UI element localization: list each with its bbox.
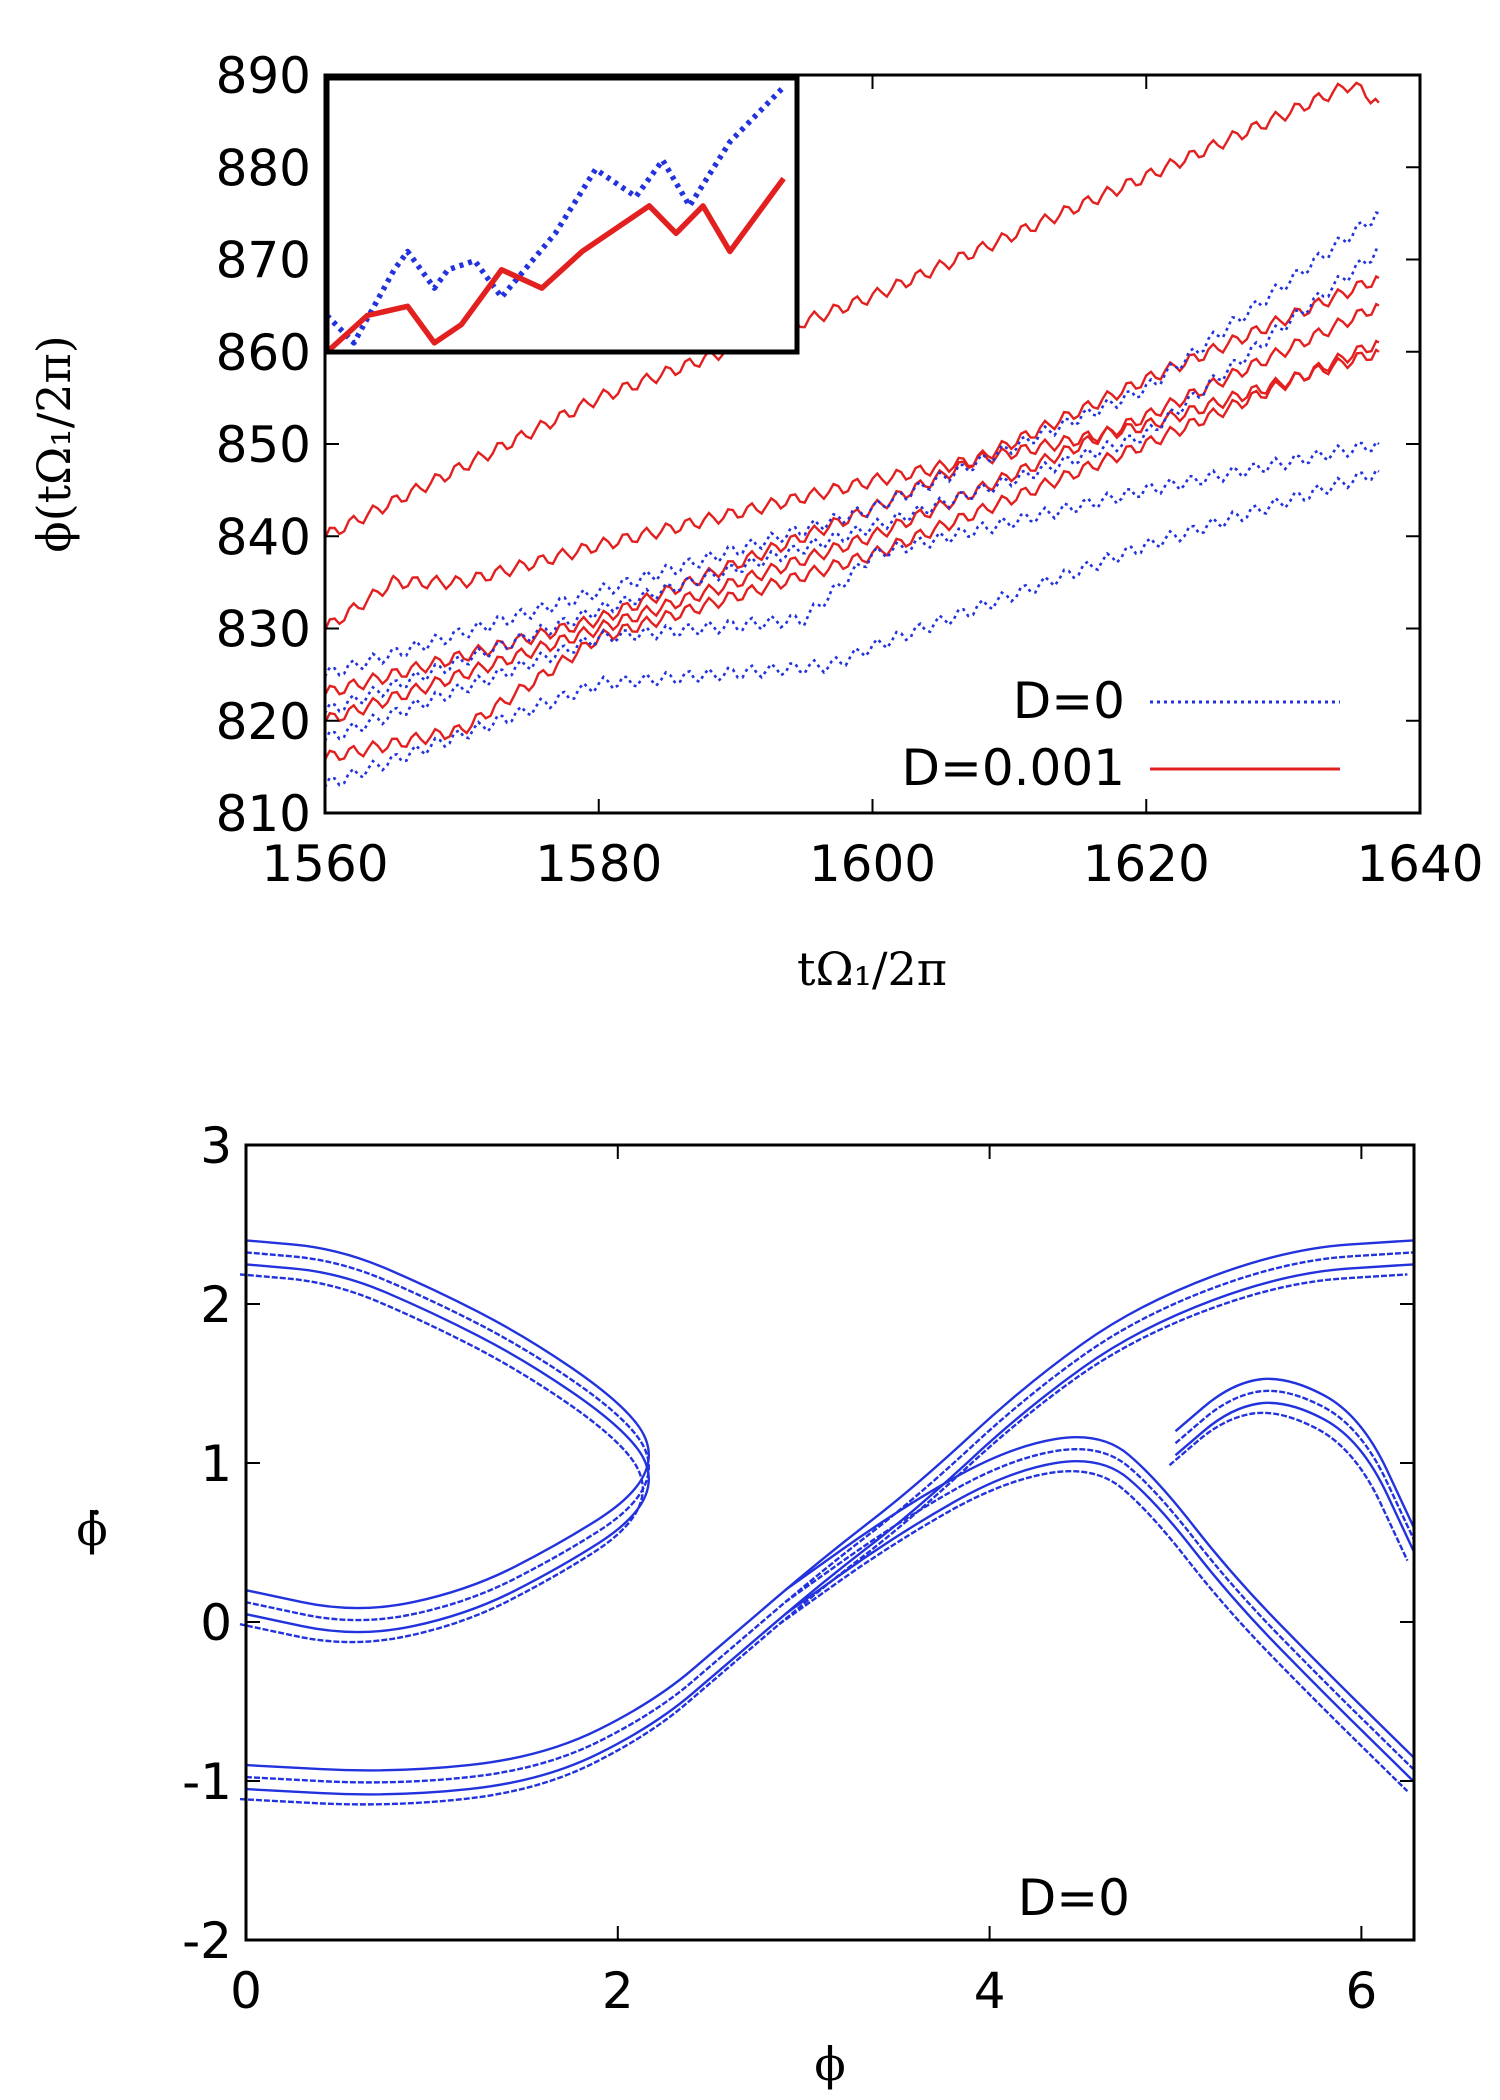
inset-frame [324,75,800,355]
top-x-ticks: 1560 1580 1600 1620 1640 [261,75,1484,893]
top-y-tick-label: 810 [216,785,311,843]
top-y-tick-label: 860 [216,324,311,382]
attractor-filament-3-2 [784,1448,1415,1771]
legend-label-d0: D=0 [1013,672,1125,730]
top-x-tick-label: 1620 [1083,835,1210,893]
bottom-y-ticks: -2 -1 0 1 2 3 [182,1117,1414,1970]
attractor-filament-2-1 [245,1239,650,1610]
series-d001-line-5 [323,339,1380,762]
legend-label-d001: D=0.001 [901,739,1125,797]
top-y-tick-label: 880 [216,139,311,197]
top-x-tick-label: 1560 [261,835,388,893]
top-y-tick-label: 890 [216,47,311,105]
attractor-filament-1-4 [239,1273,1408,1806]
bottom-x-tick-label: 4 [974,1962,1006,2020]
attractor-filament-4-1 [1174,1377,1415,1528]
series-d0-line-9 [323,467,1380,788]
attractor-filament-4-4 [1168,1411,1409,1562]
top-y-tick-label: 840 [216,508,311,566]
top-series-group [323,81,1380,788]
series-d001-line-1 [323,81,1380,539]
bottom-y-tick-label: 1 [200,1435,232,1493]
inset-chart [324,75,800,355]
series-d0-line-6 [323,211,1380,678]
top-y-tick-label: 820 [216,693,311,751]
bottom-y-tick-label: 2 [200,1276,232,1334]
attractor-filament-2-3 [245,1263,650,1634]
bottom-chart: 0 2 4 6 -2 -1 0 1 2 3 D=0 ϕ ϕ̇ [76,1117,1416,2091]
bottom-x-tick-label: 2 [602,1962,634,2020]
attractor-filament-4-3 [1174,1401,1415,1552]
inset-series-d001 [325,176,786,355]
attractor-filament-1-2 [245,1251,1414,1784]
top-chart: 1560 1580 1600 1620 1640 8108208308408508608… [27,47,1484,996]
attractor-filament-2-4 [239,1273,644,1644]
attractor-filament-3-3 [784,1460,1415,1783]
bottom-y-tick-label: -1 [182,1753,232,1811]
top-x-tick-label: 1640 [1356,835,1483,893]
attractor-filament-1-3 [245,1263,1414,1796]
bottom-y-tick-label: 3 [200,1117,232,1175]
top-x-axis-title: tΩ₁/2π [797,942,947,996]
bottom-annotation: D=0 [1018,1869,1130,1927]
top-y-ticks: 810 820 830 840 850 860 870 880 890 [216,47,1420,843]
top-y-tick-label: 830 [216,601,311,659]
inset-series-group [325,85,786,355]
top-y-axis-title: ϕ(tΩ₁/2π) [27,335,81,552]
bottom-x-tick-label: 0 [230,1962,262,2020]
attractor-filament-2-2 [245,1251,650,1622]
top-x-tick-label: 1580 [535,835,662,893]
bottom-plot-frame [244,1143,1416,1942]
attractor-filament-3-1 [784,1436,1415,1759]
attractor-filament-4-2 [1174,1389,1415,1540]
bottom-x-ticks: 0 2 4 6 [230,1145,1377,2020]
series-d0-line-7 [323,248,1380,714]
attractor-filament-3-4 [778,1470,1409,1793]
bottom-y-axis-title: ϕ̇ [76,1502,107,1556]
top-y-tick-label: 870 [216,232,311,290]
top-x-tick-label: 1600 [809,835,936,893]
bottom-x-axis-title: ϕ [814,2037,845,2091]
series-d001-line-2 [323,348,1380,631]
bottom-y-tick-label: 0 [200,1594,232,1652]
legend: D=0 D=0.001 [901,672,1340,797]
bottom-y-tick-label: -2 [182,1912,232,1970]
inset-series-d0 [325,85,786,346]
series-d0-line-8 [323,439,1380,742]
bottom-x-tick-label: 6 [1345,1962,1377,2020]
bottom-series-group [239,1239,1415,1806]
top-y-tick-label: 850 [216,416,311,474]
